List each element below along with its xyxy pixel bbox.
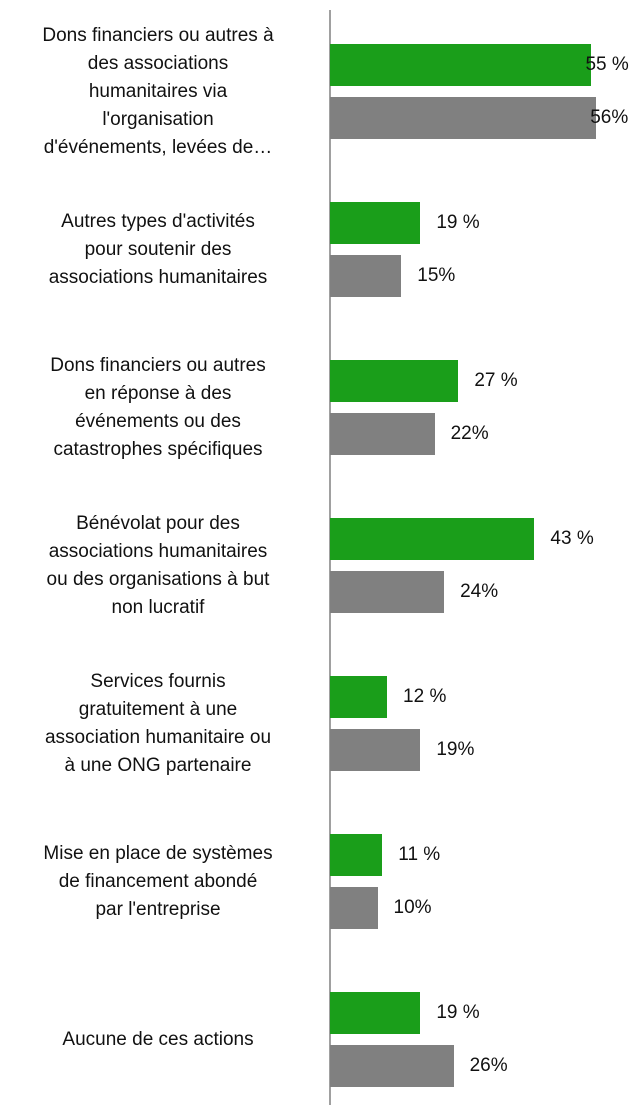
value-label: 19 % — [436, 1002, 480, 1023]
bar — [330, 413, 435, 455]
value-label: 27 % — [474, 370, 518, 391]
value-label: 12 % — [403, 686, 447, 707]
bar — [330, 44, 592, 86]
bar — [330, 834, 383, 876]
value-label: 43 % — [550, 528, 594, 549]
value-label: 24% — [460, 581, 499, 602]
bar — [330, 202, 421, 244]
category-label: Services fournis gratuitement à une asso… — [44, 670, 272, 776]
category-label: Autres types d'activités pour soutenir d… — [48, 210, 268, 288]
bar — [330, 255, 402, 297]
bar — [330, 992, 421, 1034]
bar — [330, 676, 388, 718]
category-label: Mise en place de systèmes de financement… — [43, 842, 273, 920]
value-label: 11 % — [398, 844, 441, 865]
bar — [330, 887, 378, 929]
value-label: 56% — [590, 107, 629, 128]
bar — [330, 518, 535, 560]
category-label: Dons financiers ou autres en réponse à d… — [50, 354, 266, 460]
value-label: 10% — [393, 897, 432, 918]
value-label: 15% — [417, 265, 456, 286]
bar — [330, 97, 597, 139]
value-label: 19 % — [436, 212, 480, 233]
value-label: 55 % — [585, 54, 629, 75]
category-label: Bénévolat pour des associations humanita… — [46, 512, 270, 618]
bar — [330, 729, 421, 771]
bar — [330, 571, 445, 613]
value-label: 19% — [436, 739, 475, 760]
category-label: Dons financiers ou autres à des associat… — [42, 24, 274, 158]
bar — [330, 360, 459, 402]
value-label: 26% — [469, 1055, 508, 1076]
value-label: 22% — [450, 423, 489, 444]
bar — [330, 1045, 454, 1087]
category-label: Aucune de ces actions — [62, 1028, 254, 1050]
